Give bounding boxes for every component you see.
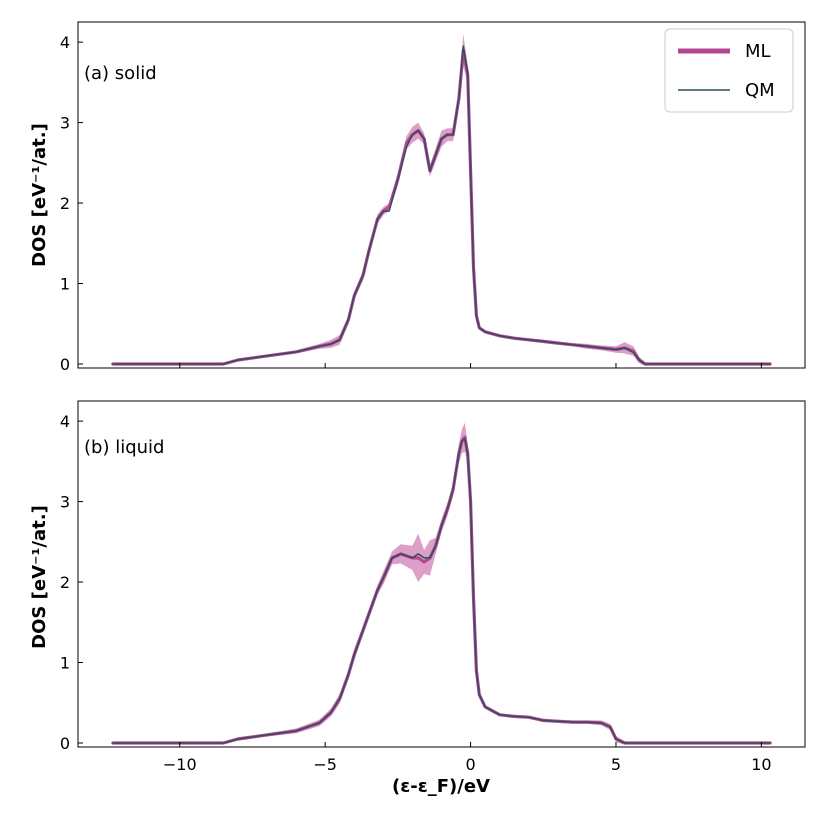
y-tick-label: 1 — [60, 275, 70, 294]
y-tick-label: 3 — [60, 114, 70, 133]
series-line-qm — [112, 45, 771, 365]
x-tick-label: −10 — [163, 755, 197, 774]
y-tick-label: 0 — [60, 734, 70, 753]
y-tick-label: 1 — [60, 654, 70, 673]
y-tick-label: 4 — [60, 412, 70, 431]
axis-ticks: 0 1 2 3 4 — [60, 33, 762, 374]
panel-label: (b) liquid — [84, 437, 164, 458]
y-tick-label: 0 — [60, 355, 70, 374]
panel-label: (a) solid — [84, 63, 157, 84]
x-tick-label: 0 — [465, 755, 475, 774]
series-line-qm — [112, 438, 771, 744]
legend: ML QM — [664, 28, 794, 113]
y-tick-label: 4 — [60, 33, 70, 52]
x-axis-title: (ε-ε_F)/eV — [392, 776, 490, 797]
y-axis-title: DOS [eV⁻¹/at.] — [29, 123, 50, 267]
plot-frame — [77, 21, 806, 369]
panel-solid: 0 1 2 3 4 (a) solid DOS [eV⁻¹/at.] ML QM — [29, 21, 806, 374]
y-tick-label: 3 — [60, 493, 70, 512]
ml-band — [112, 422, 771, 745]
dos-lines — [111, 435, 772, 745]
plot-frame — [77, 400, 806, 748]
y-axis-title: DOS [eV⁻¹/at.] — [29, 505, 50, 649]
x-tick-label: 5 — [611, 755, 621, 774]
axis-ticks: 0 1 2 3 4 −10 −5 0 5 10 — [60, 412, 772, 774]
dos-lines — [111, 45, 772, 366]
x-tick-label: −5 — [313, 755, 337, 774]
series-line-ml — [111, 435, 772, 745]
legend-label-ml: ML — [745, 41, 771, 62]
legend-label-qm: QM — [745, 80, 775, 101]
x-tick-label: 10 — [751, 755, 771, 774]
y-tick-label: 2 — [60, 194, 70, 213]
ml-uncertainty-band — [112, 422, 771, 745]
y-tick-label: 2 — [60, 573, 70, 592]
panel-liquid: 0 1 2 3 4 −10 −5 0 5 10 (b) liquid DOS [eV⁻¹/at.] — [29, 400, 806, 774]
